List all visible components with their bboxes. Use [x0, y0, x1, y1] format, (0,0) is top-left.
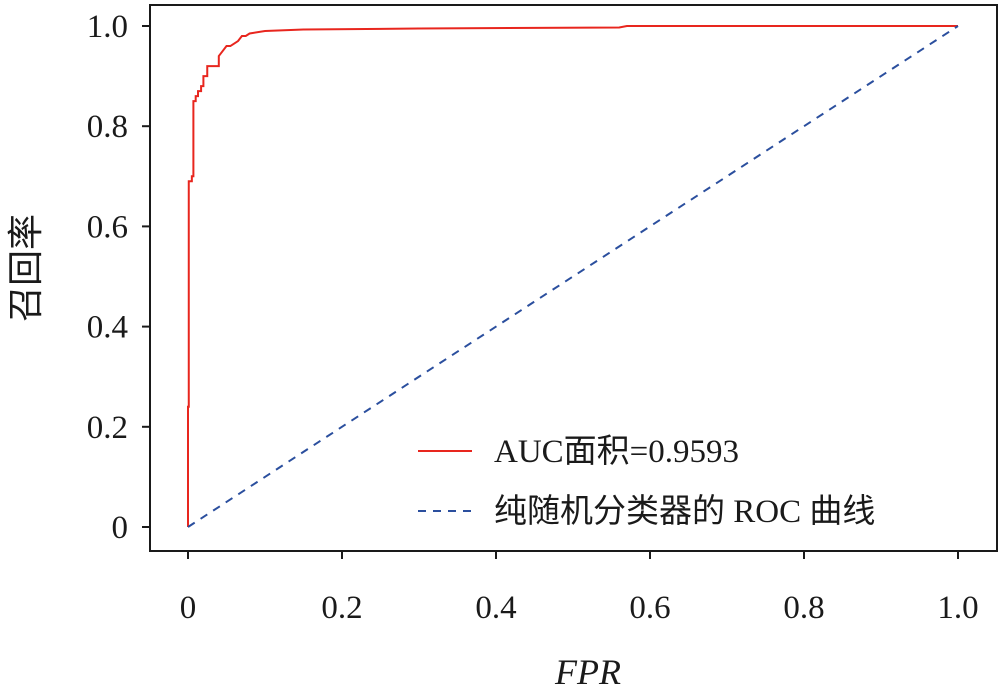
y-tick-label: 0.6: [87, 209, 128, 245]
x-tick-label: 0.8: [783, 590, 824, 626]
y-tick-label: 0.2: [87, 410, 128, 446]
legend-label-auc: AUC面积=0.9593: [494, 434, 739, 470]
plot-frame: [149, 4, 998, 552]
x-tick-label: 0.2: [321, 590, 362, 626]
y-tick-label: 0: [112, 510, 129, 546]
legend: AUC面积=0.9593 纯随机分类器的 ROC 曲线: [418, 434, 875, 530]
plot-border: [149, 4, 998, 552]
y-tick-label: 1.0: [87, 9, 128, 45]
y-tick-label: 0.4: [87, 310, 128, 346]
random-classifier-line: [187, 25, 959, 528]
x-tick-label: 0.6: [629, 590, 670, 626]
x-axis: 0 0.2 0.4 0.6 0.8 1.0: [180, 551, 979, 626]
legend-label-random: 纯随机分类器的 ROC 曲线: [494, 493, 875, 530]
y-axis: 0 0.2 0.4 0.6 0.8 1.0: [87, 9, 150, 546]
y-tick-label: 0.8: [87, 109, 128, 145]
y-axis-title: 召回率: [6, 214, 46, 322]
x-axis-title: FPR: [554, 652, 621, 688]
x-tick-label: 0.4: [475, 590, 516, 626]
x-tick-label: 0: [180, 590, 197, 626]
series-layer: [187, 25, 959, 528]
roc-curve-line: [187, 25, 958, 527]
x-tick-label: 1.0: [937, 590, 978, 626]
